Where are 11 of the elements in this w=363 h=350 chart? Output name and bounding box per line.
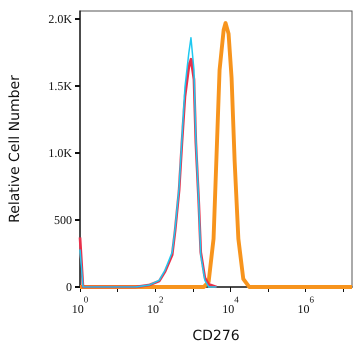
x-tick-label: 102 <box>146 294 164 316</box>
x-tick-label: 100 <box>72 294 89 316</box>
y-tick-label: 2.0K <box>48 12 72 26</box>
y-tick-label: 500 <box>54 213 72 228</box>
x-tick-label: 104 <box>222 294 240 316</box>
y-axis-title: Relative Cell Number <box>7 74 23 223</box>
x-axis-title: CD276 <box>192 328 240 344</box>
y-tick-label: 1.5K <box>48 79 72 94</box>
y-tick-label: 0 <box>66 280 72 294</box>
y-tick-label: 1.0K <box>48 146 72 160</box>
x-tick-label: 106 <box>297 294 314 316</box>
